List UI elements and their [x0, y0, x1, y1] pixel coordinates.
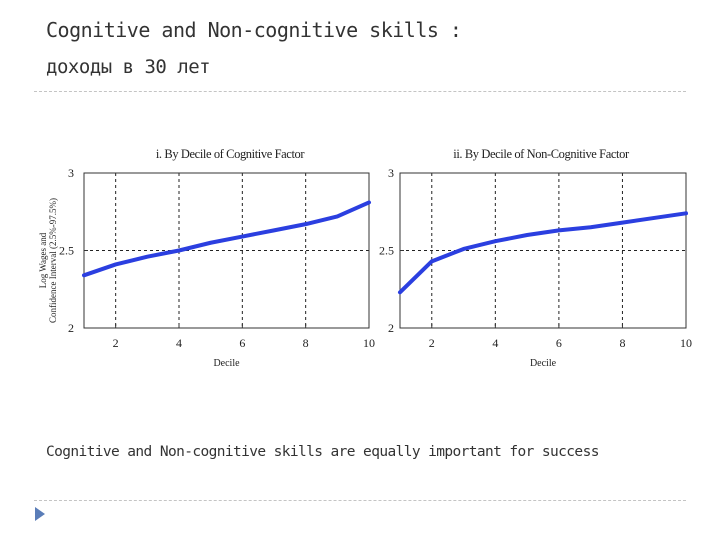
x-tick-label: 10: [363, 336, 375, 350]
data-point: [430, 259, 434, 263]
x-tick-label: 6: [556, 336, 562, 350]
y-tick-label: 3: [68, 166, 74, 180]
slide-caption: Cognitive and Non-cognitive skills are e…: [46, 444, 599, 460]
x-tick-label: 4: [176, 336, 182, 350]
chart-panel-1: 2 4 6 8 10 2 2.5 3 i. By Decile of Cognitive Fac…: [38, 147, 375, 369]
series-line-1: [398, 211, 688, 295]
data-point: [240, 235, 244, 239]
data-point: [589, 225, 593, 229]
data-point: [620, 221, 624, 225]
data-point: [335, 214, 339, 218]
data-point: [304, 222, 308, 226]
data-point: [525, 233, 529, 237]
x-axis-label: Decile: [530, 358, 557, 369]
y-tick-label: 2.5: [59, 244, 74, 258]
chart-title: ii. By Decile of Non-Cognitive Factor: [453, 147, 630, 161]
data-point: [145, 255, 149, 259]
data-point: [493, 239, 497, 243]
series-line-1: [82, 200, 371, 278]
data-point: [398, 290, 402, 294]
x-tick-label: 10: [680, 336, 692, 350]
y-tick-label: 2: [68, 321, 74, 335]
slide-title: Cognitive and Non-cognitive skills :: [46, 18, 462, 42]
x-tick-label: 6: [239, 336, 245, 350]
chart-panel-2: 2 4 6 8 10 2 2.5 3 ii. By Decile of Non-Cognitiv…: [379, 147, 692, 369]
data-point: [652, 216, 656, 220]
x-tick-label: 8: [619, 336, 625, 350]
triangle-bullet-icon: [35, 507, 45, 521]
y-tick-label: 3: [388, 166, 394, 180]
data-point: [462, 247, 466, 251]
data-point: [557, 228, 561, 232]
y-axis-label: Log Wages andConfidence Interval (2.5%-9…: [38, 198, 58, 323]
data-point: [177, 249, 181, 252]
charts-area: 2 4 6 8 10 2 2.5 3 i. By Decile of Cognitive Fac…: [38, 147, 692, 369]
data-point: [114, 262, 118, 266]
data-point: [82, 273, 86, 277]
y-tick-label: 2: [388, 321, 394, 335]
bottom-divider: [34, 500, 686, 501]
x-tick-label: 4: [492, 336, 498, 350]
chart-title: i. By Decile of Cognitive Factor: [156, 147, 306, 161]
data-point: [367, 200, 371, 204]
data-point: [684, 211, 688, 215]
y-tick-label: 2.5: [379, 244, 394, 258]
top-divider: [34, 91, 686, 92]
data-point: [209, 241, 213, 245]
x-tick-label: 8: [303, 336, 309, 350]
data-point: [272, 228, 276, 232]
x-tick-label: 2: [429, 336, 435, 350]
x-tick-label: 2: [113, 336, 119, 350]
x-axis-label: Decile: [213, 358, 240, 369]
slide-subtitle: доходы в 30 лет: [46, 56, 211, 78]
